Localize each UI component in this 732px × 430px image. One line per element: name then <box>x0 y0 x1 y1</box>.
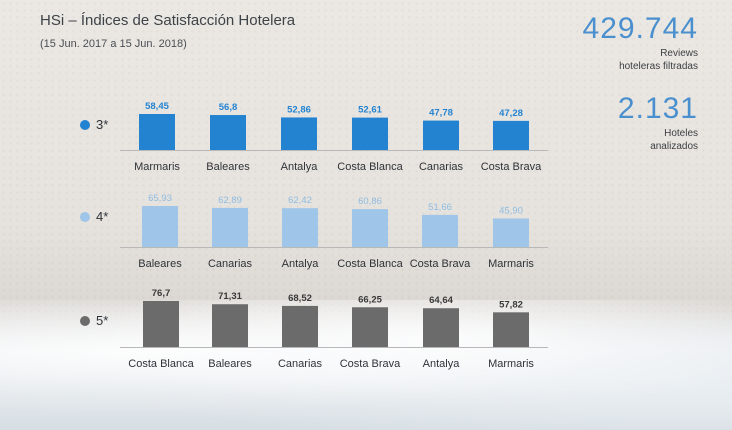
value-label-5-star-0: 76,7 <box>152 288 171 299</box>
group-label-3-star: 3* <box>80 117 108 132</box>
category-label-5-star-3: Costa Brava <box>340 358 401 370</box>
value-label-5-star-1: 71,31 <box>218 291 242 302</box>
page-title: HSi – Índices de Satisfacción Hotelera <box>40 12 296 29</box>
bar-4-star-4 <box>422 214 458 247</box>
bar-4-star-0 <box>142 206 178 247</box>
category-label-3-star-1: Baleares <box>206 161 250 173</box>
value-label-4-star-1: 62,89 <box>218 195 242 206</box>
value-label-3-star-3: 52,61 <box>358 105 382 116</box>
category-label-5-star-2: Canarias <box>278 358 323 370</box>
bar-5-star-4 <box>423 308 459 347</box>
group-dot-3-star <box>80 119 90 130</box>
category-label-4-star-0: Baleares <box>138 258 182 270</box>
value-label-5-star-5: 57,82 <box>499 299 523 310</box>
reviews-label-line-1: Reviews <box>660 48 698 59</box>
group-label-text: 4* <box>96 209 109 224</box>
category-label-3-star-3: Costa Blanca <box>337 161 403 173</box>
category-label-4-star-5: Marmaris <box>488 258 534 270</box>
hotels-label-line-2: analizados <box>650 141 698 152</box>
value-label-5-star-4: 64,64 <box>429 295 453 306</box>
value-label-5-star-3: 66,25 <box>358 294 382 305</box>
reviews-label-line-2: hoteleras filtradas <box>619 61 698 72</box>
category-label-3-star-4: Canarias <box>419 161 464 173</box>
bar-3-star-3 <box>352 117 388 150</box>
group-label-5-star: 5* <box>80 313 108 328</box>
bar-4-star-3 <box>352 209 388 247</box>
category-label-5-star-1: Baleares <box>208 358 252 370</box>
value-label-4-star-4: 51,66 <box>428 202 452 213</box>
category-label-4-star-1: Canarias <box>208 258 253 270</box>
reviews-stat: 429.744 Reviews hoteleras filtradas <box>583 14 698 73</box>
category-label-5-star-0: Costa Blanca <box>128 358 194 370</box>
value-label-3-star-2: 52,86 <box>287 104 311 115</box>
value-label-3-star-1: 56,8 <box>219 102 238 113</box>
bar-5-star-3 <box>352 307 388 347</box>
group-label-4-star: 4* <box>80 209 108 224</box>
category-label-5-star-5: Marmaris <box>488 358 534 370</box>
category-label-5-star-4: Antalya <box>423 358 461 370</box>
bar-3-star-4 <box>423 120 459 150</box>
bar-4-star-5 <box>493 218 529 247</box>
bar-5-star-2 <box>282 305 318 347</box>
group-label-text: 3* <box>96 117 109 132</box>
value-label-4-star-0: 65,93 <box>148 193 172 204</box>
bar-3-star-5 <box>493 120 529 150</box>
bar-5-star-0 <box>143 301 179 347</box>
category-label-3-star-0: Marmaris <box>134 161 180 173</box>
hotels-count: 2.131 <box>617 92 698 125</box>
hotels-stat: 2.131 Hoteles analizados <box>618 94 698 153</box>
date-range: (15 Jun. 2017 a 15 Jun. 2018) <box>40 38 187 50</box>
reviews-count: 429.744 <box>582 12 698 45</box>
category-label-4-star-2: Antalya <box>282 258 320 270</box>
group-label-text: 5* <box>96 313 109 328</box>
value-label-3-star-5: 47,28 <box>499 108 523 119</box>
bar-3-star-1 <box>210 115 246 150</box>
bar-chart: 58,45 Marmaris 56,8 Baleares 52,86 Antalya 52,… <box>120 101 548 370</box>
category-label-3-star-5: Costa Brava <box>481 161 542 173</box>
bar-5-star-1 <box>212 304 248 347</box>
category-label-4-star-3: Costa Blanca <box>337 258 403 270</box>
bar-4-star-1 <box>212 207 248 247</box>
bar-3-star-0 <box>139 114 175 150</box>
hotels-label-line-1: Hoteles <box>664 128 698 139</box>
bar-4-star-2 <box>282 208 318 247</box>
category-label-4-star-4: Costa Brava <box>410 258 471 270</box>
value-label-5-star-2: 68,52 <box>288 293 312 304</box>
group-dot-5-star <box>80 315 90 326</box>
group-dot-4-star <box>80 211 90 222</box>
bar-5-star-5 <box>493 312 529 347</box>
value-label-4-star-3: 60,86 <box>358 196 382 207</box>
value-label-4-star-2: 62,42 <box>288 195 312 206</box>
bar-3-star-2 <box>281 117 317 150</box>
category-label-3-star-2: Antalya <box>281 161 319 173</box>
value-label-3-star-0: 58,45 <box>145 101 169 112</box>
value-label-3-star-4: 47,78 <box>429 108 453 119</box>
value-label-4-star-5: 45,90 <box>499 205 523 216</box>
